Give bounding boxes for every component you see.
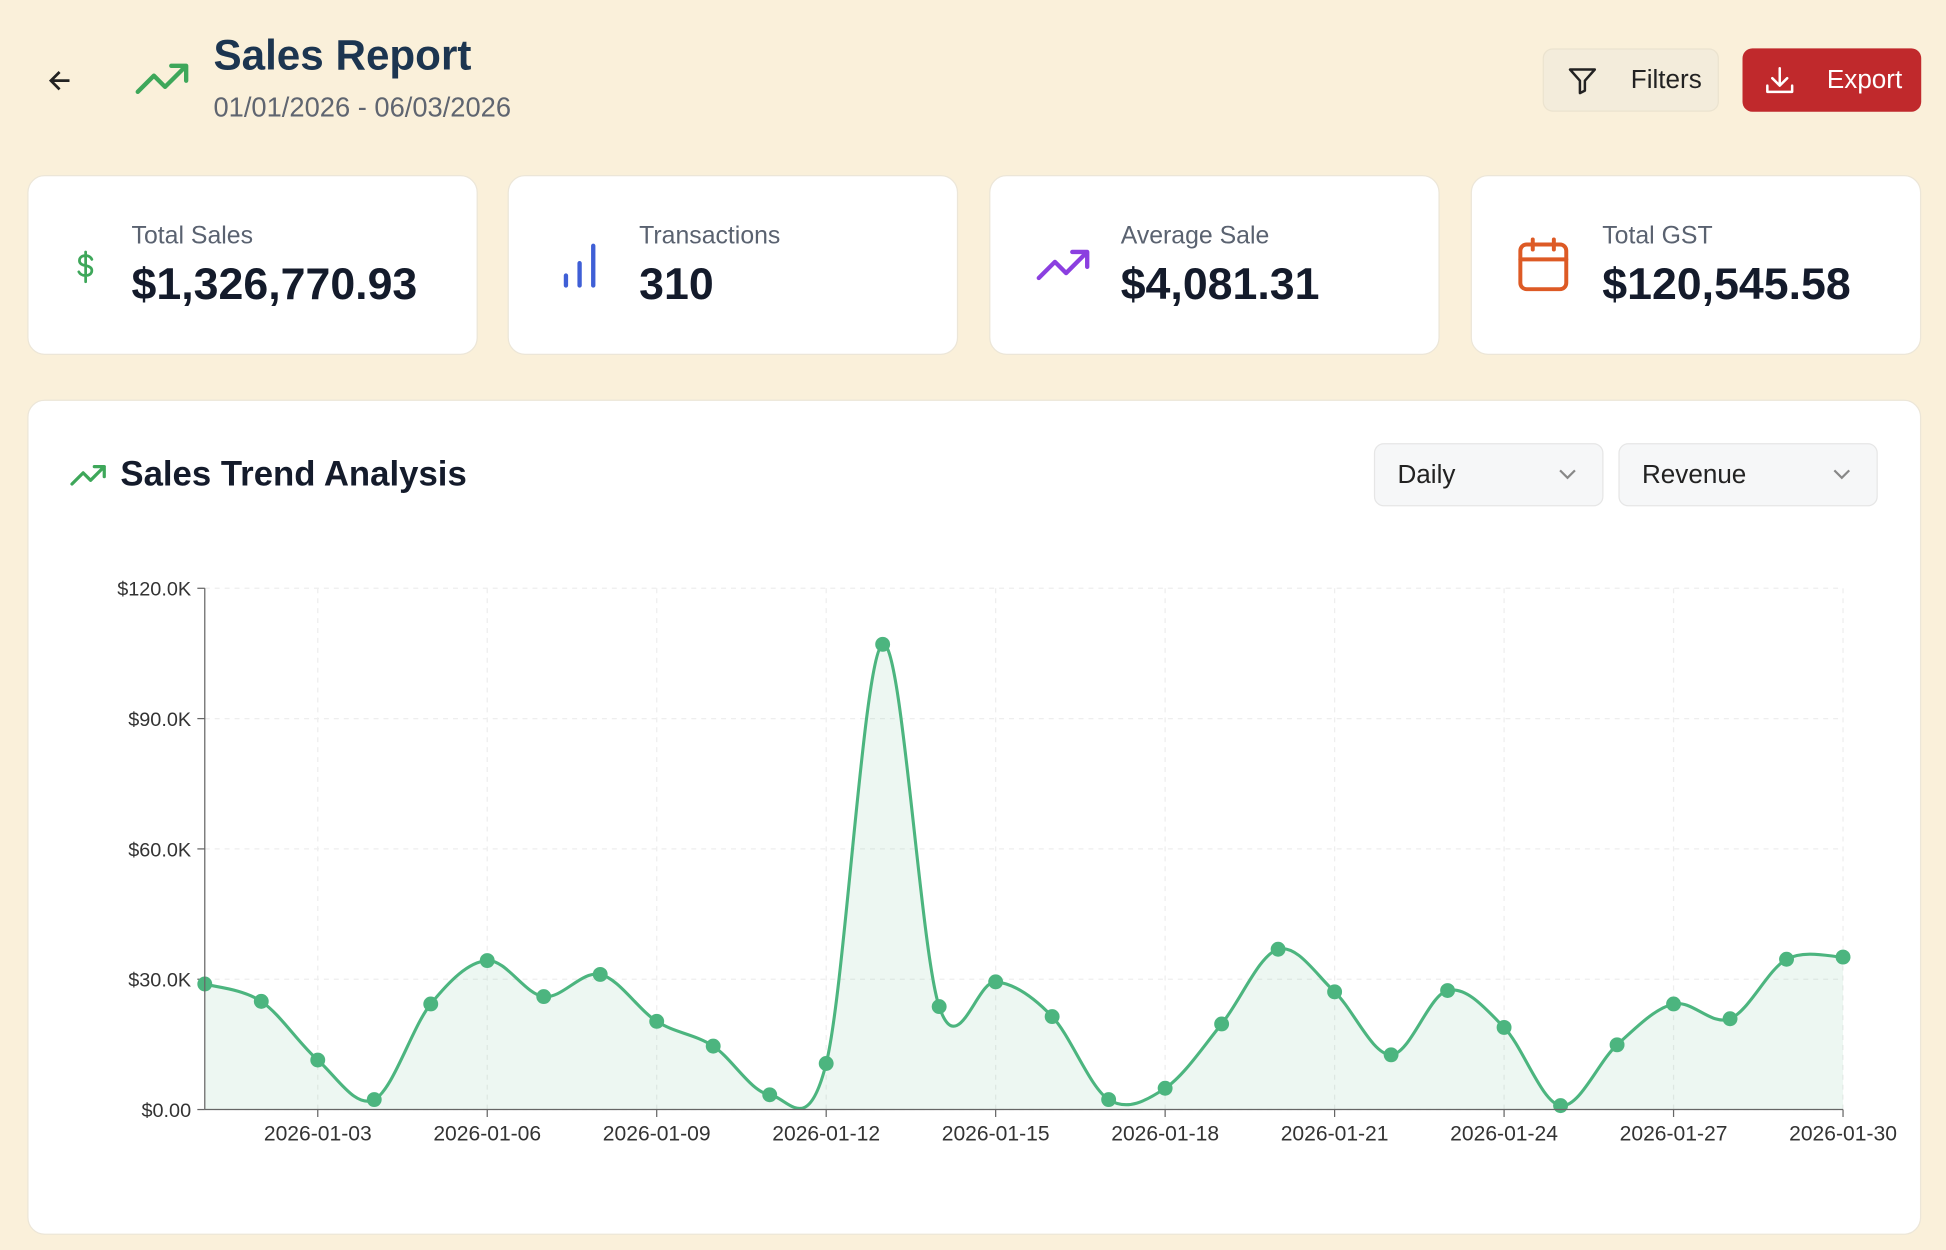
select-value: Revenue <box>1641 459 1747 489</box>
x-tick-label: 2026-01-03 <box>264 1123 372 1146</box>
point <box>536 989 552 1005</box>
button-label: Export <box>1826 65 1903 94</box>
button-label: Filters <box>1630 65 1702 94</box>
point <box>1383 1047 1399 1063</box>
point <box>1553 1098 1569 1114</box>
stat-value: $120,545.58 <box>1602 258 1851 310</box>
trend-icon <box>135 63 189 95</box>
point <box>875 636 891 652</box>
point <box>1270 941 1286 957</box>
y-tick-label: $120.0K <box>117 579 192 601</box>
stat-label: Transactions <box>639 222 781 250</box>
stat-value: $1,326,770.93 <box>131 258 418 310</box>
filter-icon <box>1568 67 1597 94</box>
select-value: Daily <box>1397 459 1456 489</box>
chart-title: Sales Trend Analysis <box>120 454 467 493</box>
chart-card <box>27 399 1922 1235</box>
stat-value: 310 <box>639 258 714 310</box>
x-tick-label: 2026-01-15 <box>942 1123 1050 1146</box>
point <box>1666 996 1682 1012</box>
line <box>204 642 1844 1110</box>
calendar-icon <box>1518 237 1569 292</box>
trend-icon <box>70 465 106 486</box>
x-tick-label: 2026-01-18 <box>1111 1123 1219 1146</box>
stat-value: $4,081.31 <box>1120 258 1320 310</box>
point <box>592 967 608 982</box>
point <box>1214 1016 1230 1032</box>
point <box>705 1038 721 1054</box>
stat-card: Total Sales $1,326,770.93 <box>27 174 478 355</box>
x-tick-label: 2026-01-21 <box>1281 1123 1389 1146</box>
chevron <box>1833 469 1851 480</box>
stat-card: Transactions 310 <box>507 174 959 355</box>
point <box>1496 1019 1512 1035</box>
trend-icon <box>1036 249 1090 281</box>
point <box>1779 951 1794 967</box>
x-tick-label: 2026-01-09 <box>603 1123 711 1146</box>
stat-label: Total GST <box>1602 222 1713 250</box>
point <box>1327 984 1343 1000</box>
period-select[interactable]: Daily <box>1373 443 1604 507</box>
export-button[interactable]: Export <box>1742 48 1922 112</box>
date-range: 01/01/2026 - 06/03/2026 <box>213 91 512 123</box>
x-tick-label: 2026-01-24 <box>1450 1123 1558 1146</box>
point <box>1722 1011 1738 1027</box>
stat-card: Total GST $120,545.58 <box>1470 174 1922 355</box>
filters-button[interactable]: Filters <box>1542 48 1719 112</box>
x-tick-label: 2026-01-06 <box>433 1123 541 1146</box>
y-tick-label: $60.0K <box>128 839 192 861</box>
point <box>762 1087 778 1103</box>
point <box>1835 949 1851 965</box>
point <box>1609 1037 1625 1053</box>
download-icon <box>1766 66 1794 93</box>
point <box>818 1056 834 1071</box>
point <box>479 953 495 968</box>
point <box>988 974 1004 990</box>
x-tick-label: 2026-01-12 <box>772 1123 880 1146</box>
dollar-icon <box>77 250 94 284</box>
stat-label: Average Sale <box>1120 222 1270 250</box>
chevron <box>1559 469 1576 480</box>
stat-card: Average Sale $4,081.31 <box>989 174 1440 355</box>
page-title: Sales Report <box>213 32 472 80</box>
point <box>1440 983 1456 998</box>
point <box>1101 1092 1117 1107</box>
x-tick-label: 2026-01-30 <box>1789 1123 1897 1146</box>
point <box>931 999 947 1015</box>
point <box>1157 1080 1173 1096</box>
y-tick-label: $30.0K <box>128 970 192 992</box>
area <box>204 644 1844 1110</box>
metric-select[interactable]: Revenue <box>1618 443 1878 507</box>
point <box>1044 1009 1060 1025</box>
y-tick-label: $90.0K <box>128 709 192 731</box>
x-tick-label: 2026-01-27 <box>1620 1123 1728 1146</box>
point <box>310 1052 326 1068</box>
point <box>649 1013 665 1029</box>
point <box>423 996 439 1012</box>
y-tick-label: $0.00 <box>141 1100 191 1122</box>
stat-label: Total Sales <box>131 222 253 250</box>
back-button[interactable] <box>45 65 77 97</box>
point <box>366 1092 382 1107</box>
point <box>253 993 269 1009</box>
bar-icon <box>563 243 596 288</box>
